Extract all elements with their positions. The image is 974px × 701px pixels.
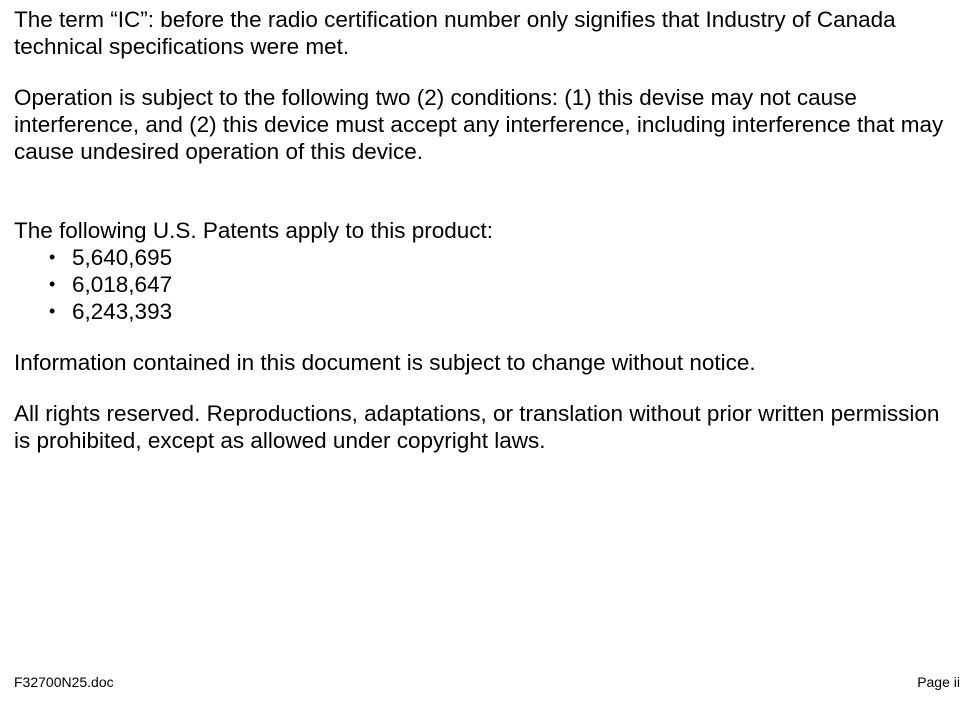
patents-intro: The following U.S. Patents apply to this…: [14, 217, 960, 244]
footer-filename: F32700N25.doc: [14, 673, 114, 691]
page-footer: F32700N25.doc Page ii: [14, 673, 960, 691]
document-page: The term “IC”: before the radio certific…: [0, 0, 974, 701]
patent-item: 6,243,393: [72, 298, 960, 325]
paragraph-operation-conditions: Operation is subject to the following tw…: [14, 84, 960, 165]
paragraph-change-notice: Information contained in this document i…: [14, 349, 960, 376]
patents-list: 5,640,695 6,018,647 6,243,393: [14, 244, 960, 325]
footer-page-number: Page ii: [917, 673, 960, 691]
paragraph-ic-term: The term “IC”: before the radio certific…: [14, 6, 960, 60]
paragraph-rights-reserved: All rights reserved. Reproductions, adap…: [14, 400, 960, 454]
patent-item: 5,640,695: [72, 244, 960, 271]
patent-item: 6,018,647: [72, 271, 960, 298]
blank-line: [14, 189, 960, 217]
